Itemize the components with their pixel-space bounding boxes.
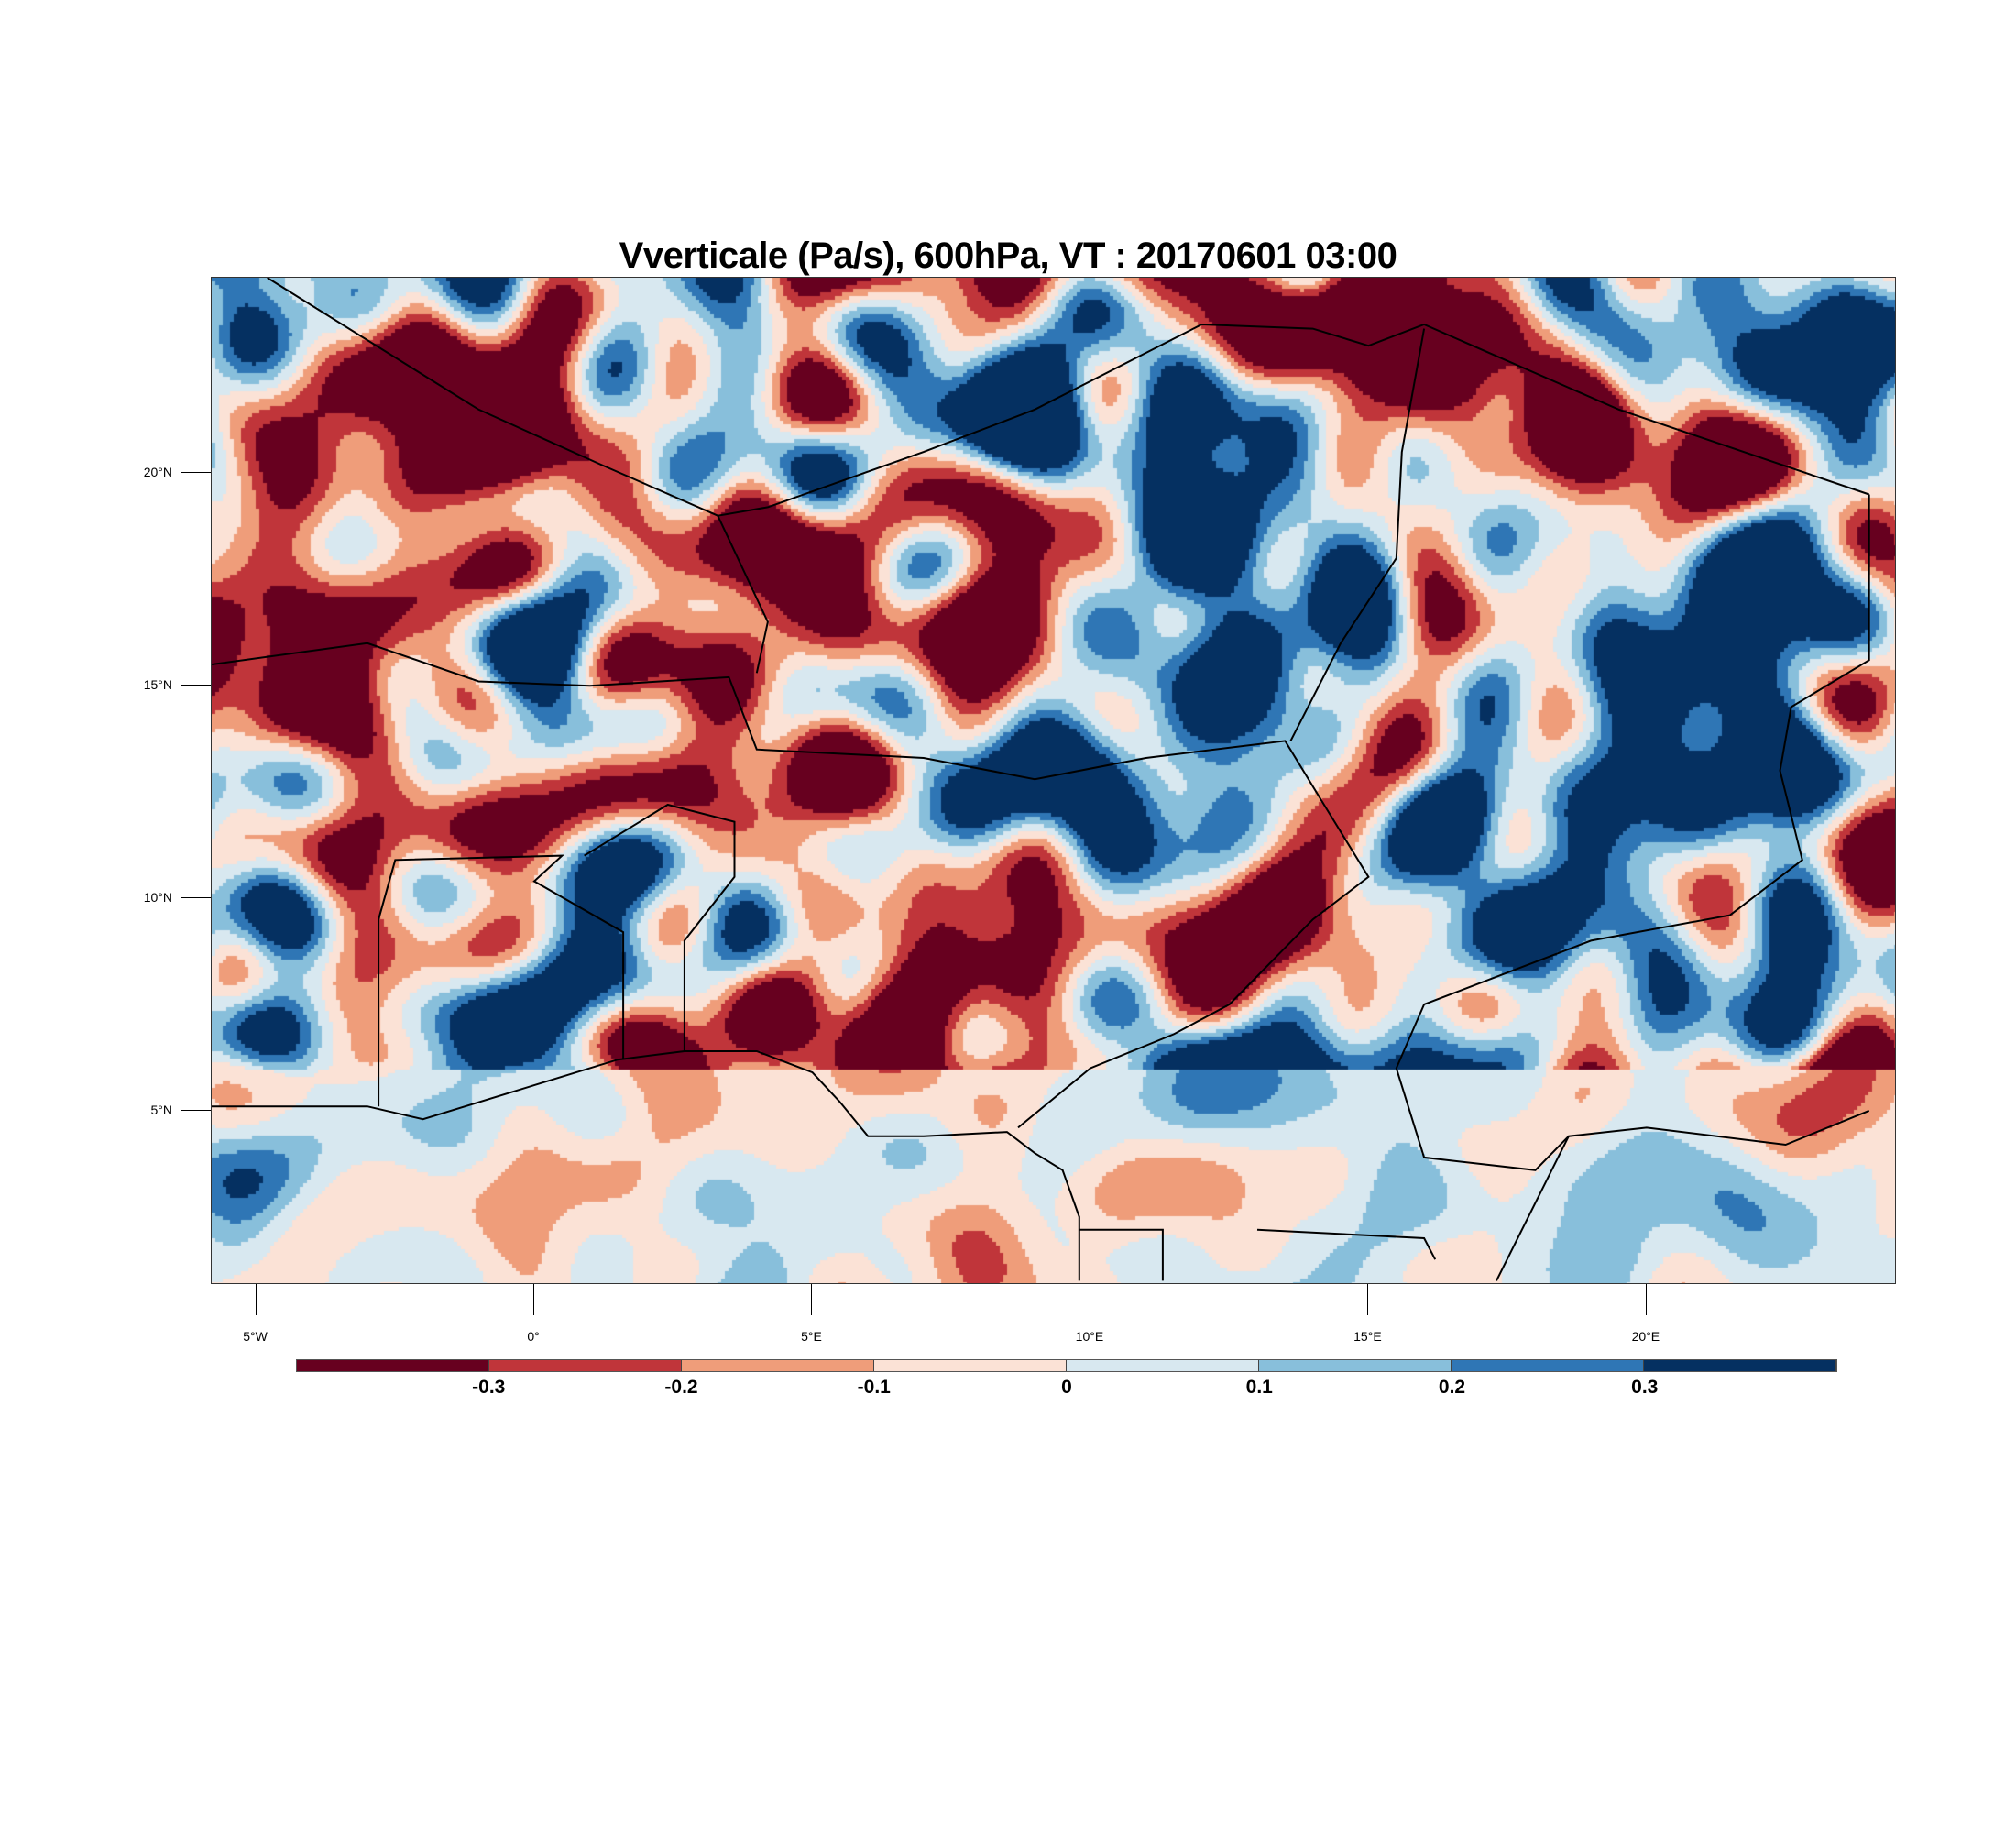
colorbar-swatch [1067,1360,1259,1371]
plot-title: Vverticale (Pa/s), 600hPa, VT : 20170601… [619,236,1397,276]
colorbar-swatch [682,1360,874,1371]
colorbar-label: 0.3 [1631,1377,1659,1398]
colorbar-label: -0.2 [664,1377,698,1398]
lon-tick-label: 20°E [1631,1329,1660,1344]
lon-tick-label: 0° [527,1329,540,1344]
border-line [1496,1136,1570,1281]
country-borders [212,278,1870,1281]
border-line [1079,1228,1164,1281]
lat-tick-label: 20°N [143,465,172,480]
colorbar-swatch [1644,1360,1836,1371]
lon-tick [811,1284,813,1315]
lat-tick-label: 5°N [150,1102,173,1117]
lon-tick [533,1284,535,1315]
colorbar-label: 0.2 [1438,1377,1466,1398]
border-line [584,803,736,1051]
colorbar-swatch [1452,1360,1644,1371]
colorbar-swatch [874,1360,1067,1371]
border-line [1289,328,1426,741]
colorbar [296,1359,1837,1372]
lon-tick [1645,1284,1647,1315]
colorbar-label: -0.1 [857,1377,891,1398]
colorbar-label: 0 [1061,1377,1072,1398]
lon-tick-label: 10°E [1075,1329,1104,1344]
lat-tick [181,1109,211,1111]
border-line [267,278,1870,517]
colorbar-label: 0.1 [1245,1377,1273,1398]
colorbar-label: -0.3 [472,1377,506,1398]
colorbar-swatch [1259,1360,1452,1371]
lon-tick-label: 5°W [243,1329,268,1344]
lon-tick [1367,1284,1369,1315]
border-line [1256,1228,1437,1260]
lat-tick [181,685,211,686]
border-line [1395,494,1870,1171]
border-line [212,1050,1080,1281]
colorbar-swatch [489,1360,682,1371]
omega-field-contours [212,278,1895,1283]
lon-tick-label: 5°E [801,1329,822,1344]
border-line [212,642,1370,1129]
map-frame [211,277,1896,1284]
colorbar-swatch [297,1360,489,1371]
lat-tick [181,472,211,474]
lat-tick-label: 10°N [143,890,172,906]
lon-tick-label: 15°E [1353,1329,1382,1344]
border-line [717,515,769,674]
lat-tick [181,897,211,899]
lon-tick [255,1284,257,1315]
border-line [378,854,625,1107]
lat-tick-label: 15°N [143,677,172,693]
